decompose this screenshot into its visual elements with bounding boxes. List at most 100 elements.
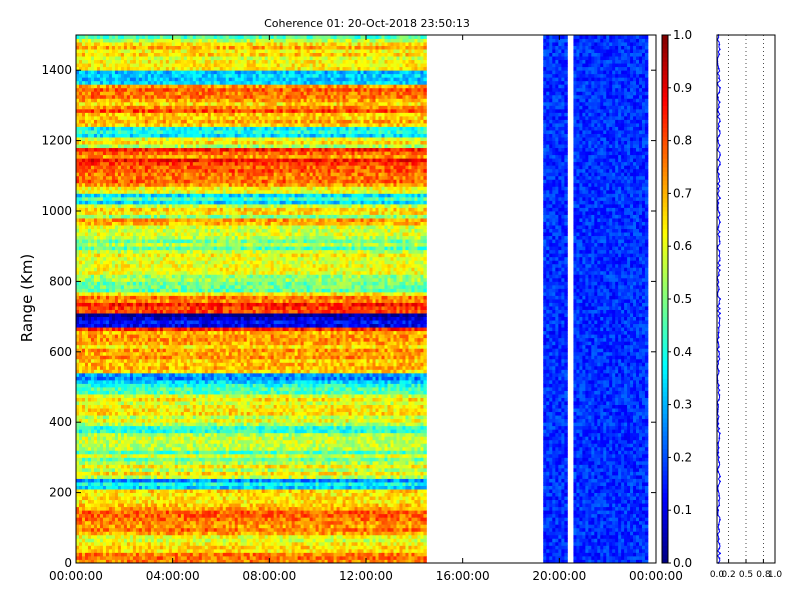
heat-cell [178, 426, 181, 430]
heat-cell [370, 426, 373, 430]
heat-cell [94, 429, 97, 433]
heat-cell [184, 503, 187, 507]
heat-cell [283, 545, 286, 549]
heat-cell [340, 415, 343, 419]
heat-cell [301, 500, 304, 504]
heat-cell [393, 521, 396, 525]
heat-cell [169, 436, 172, 440]
heat-cell [109, 482, 112, 486]
heat-cell [367, 510, 370, 514]
heat-cell [118, 479, 121, 483]
heat-cell [178, 496, 181, 500]
heat-cell [103, 493, 106, 497]
heat-cell [310, 461, 313, 465]
heat-cell [220, 419, 223, 423]
heat-cell [265, 415, 268, 419]
heat-cell [286, 412, 289, 416]
heat-cell [175, 426, 178, 430]
heat-cell [160, 493, 163, 497]
heat-cell [211, 412, 214, 416]
heat-cell [184, 510, 187, 514]
heat-cell [94, 514, 97, 518]
heat-cell [184, 500, 187, 504]
heat-cell [148, 415, 151, 419]
heat-cell [379, 493, 382, 497]
heat-cell [241, 549, 244, 553]
heat-cell [163, 412, 166, 416]
heat-cell [295, 412, 298, 416]
heat-cell [175, 471, 178, 475]
heat-cell [133, 415, 136, 419]
heat-cell [85, 545, 88, 549]
heat-cell [133, 510, 136, 514]
heat-cell [420, 489, 423, 493]
heat-cell [307, 496, 310, 500]
heat-cell [390, 433, 393, 437]
heat-cell [370, 517, 373, 521]
heat-cell [256, 426, 259, 430]
heat-cell [352, 447, 355, 451]
heat-cell [420, 552, 423, 556]
heat-cell [109, 545, 112, 549]
heat-cell [247, 457, 250, 461]
heat-cell [205, 517, 208, 521]
heat-cell [259, 524, 262, 528]
heat-cell [283, 496, 286, 500]
heat-cell [112, 556, 115, 560]
heat-cell [402, 524, 405, 528]
heat-cell [396, 510, 399, 514]
heat-cell [169, 457, 172, 461]
heat-cell [417, 454, 420, 458]
heat-cell [301, 542, 304, 546]
heat-cell [393, 422, 396, 426]
heat-cell [277, 496, 280, 500]
heat-cell [223, 486, 226, 490]
heat-cell [417, 436, 420, 440]
heat-cell [322, 549, 325, 553]
heat-cell [283, 500, 286, 504]
heat-cell [387, 464, 390, 468]
heat-cell [316, 415, 319, 419]
heat-cell [322, 464, 325, 468]
heat-cell [118, 461, 121, 465]
heat-cell [355, 500, 358, 504]
heat-cell [334, 531, 337, 535]
heat-cell [217, 507, 220, 511]
heat-cell [142, 535, 145, 539]
heat-cell [76, 443, 79, 447]
heat-cell [136, 461, 139, 465]
heat-cell [250, 415, 253, 419]
heat-cell [124, 545, 127, 549]
heat-cell [220, 552, 223, 556]
heat-cell [118, 503, 121, 507]
heat-cell [109, 429, 112, 433]
heat-cell [133, 489, 136, 493]
heat-cell [145, 422, 148, 426]
heat-cell [142, 556, 145, 560]
heat-cell [268, 482, 271, 486]
heat-cell [384, 436, 387, 440]
heat-cell [79, 454, 82, 458]
heat-cell [316, 535, 319, 539]
heat-cell [286, 429, 289, 433]
heat-cell [238, 471, 241, 475]
heat-cell [154, 545, 157, 549]
heat-cell [417, 479, 420, 483]
heat-cell [352, 422, 355, 426]
heat-cell [214, 482, 217, 486]
heat-cell [316, 464, 319, 468]
heat-cell [316, 450, 319, 454]
heat-cell [343, 479, 346, 483]
heat-cell [390, 517, 393, 521]
heat-cell [160, 419, 163, 423]
heat-cell [316, 426, 319, 430]
heat-cell [328, 521, 331, 525]
heat-cell [151, 545, 154, 549]
heat-cell [139, 552, 142, 556]
heat-cell [247, 556, 250, 560]
heat-cell [187, 412, 190, 416]
heat-cell [109, 503, 112, 507]
heat-cell [295, 415, 298, 419]
heat-cell [310, 493, 313, 497]
heat-cell [352, 521, 355, 525]
